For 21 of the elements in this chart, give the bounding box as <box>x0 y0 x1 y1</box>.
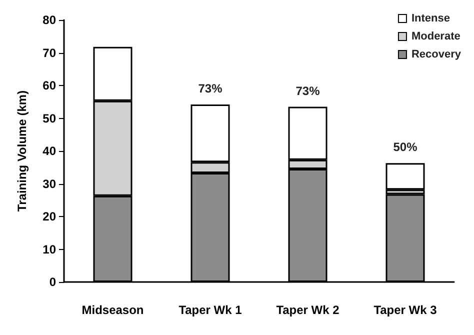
x-tick-label: Taper Wk 1 <box>178 303 242 317</box>
bar <box>386 163 425 190</box>
x-tick-label: Taper Wk 3 <box>374 303 438 317</box>
y-tick-label: 0 <box>49 275 56 289</box>
y-tick-label: 60 <box>42 78 56 92</box>
y-tick-label: 80 <box>42 13 56 27</box>
y-tick-label: 10 <box>42 242 56 256</box>
y-axis-title: Training Volume (km) <box>15 90 29 212</box>
y-tick-label: 40 <box>42 144 56 158</box>
legend-label: Intense <box>411 12 450 24</box>
y-tick-label: 50 <box>42 111 56 126</box>
x-tick-label: Midseason <box>82 303 144 317</box>
legend-label: Moderate <box>411 30 460 42</box>
legend-label: Recovery <box>411 48 462 60</box>
x-tick-label: Taper Wk 2 <box>276 303 340 317</box>
y-tick-label: 20 <box>42 210 56 224</box>
annotation: 73% <box>198 81 223 96</box>
annotation: 73% <box>296 84 320 98</box>
annotation: 50% <box>393 140 418 154</box>
y-tick-label: 30 <box>42 176 56 191</box>
y-tick-label: 70 <box>42 46 56 60</box>
